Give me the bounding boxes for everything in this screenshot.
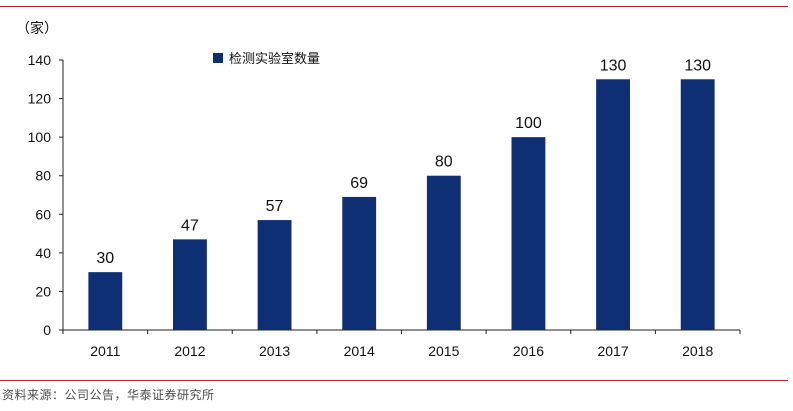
data-label-2018: 130 [684,57,711,74]
x-tick-label-2014: 2014 [344,343,375,359]
bar-2012 [173,239,207,330]
y-tick-label: 100 [28,129,52,145]
y-tick-label: 60 [35,206,51,222]
data-label-2013: 57 [266,198,284,215]
x-tick-label-2012: 2012 [174,343,205,359]
data-label-2016: 100 [515,115,542,132]
x-tick-label-2013: 2013 [259,343,290,359]
bar-2015 [426,175,461,330]
x-tick-label-2018: 2018 [682,343,713,359]
data-label-2011: 30 [96,250,114,267]
y-tick-label: 20 [35,283,51,299]
plot-area: 0 20 40 60 80 100 120 140 30 2011 47 2012 57 2013 69 20… [28,52,741,359]
bar-2011 [88,272,123,330]
x-tick-label-2011: 2011 [90,343,120,359]
bar-2016 [511,137,546,330]
bar-2018 [680,79,715,331]
y-tick-label: 40 [35,245,51,261]
bar-2017 [596,79,630,331]
legend-label: 检测实验室数量 [229,51,320,67]
data-label-2012: 47 [181,217,199,234]
bottom-divider [0,380,788,381]
y-tick-label: 0 [43,322,51,338]
x-tick-label-2016: 2016 [513,343,544,359]
bar-2013 [257,220,292,330]
y-tick-label: 120 [28,91,52,107]
top-divider [0,6,788,7]
legend-swatch [213,53,223,63]
data-label-2015: 80 [435,154,453,171]
y-axis-unit-label: （家） [16,20,58,37]
y-tick-label: 80 [35,168,51,184]
bar-chart: （家） 检测实验室数量 0 20 40 60 80 100 120 140 30 2011 47 20… [16,20,741,359]
x-tick-label-2015: 2015 [428,343,459,359]
source-note: 资料来源：公司公告，华泰证券研究所 [2,388,215,402]
y-tick-label: 140 [28,52,52,68]
legend: 检测实验室数量 [213,51,320,67]
data-label-2014: 69 [350,175,368,192]
data-label-2017: 130 [600,57,627,74]
bar-2014 [342,196,377,330]
x-tick-label-2017: 2017 [597,343,628,359]
